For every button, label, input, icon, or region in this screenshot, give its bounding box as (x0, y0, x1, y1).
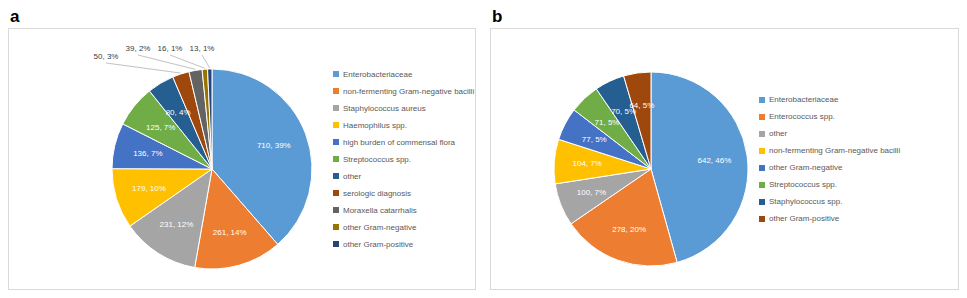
html-text:other Gram-negative: other Gram-negative (343, 222, 417, 232)
svg-text:64, 5%: 64, 5% (629, 101, 654, 110)
html-text:Enterococcus spp.: Enterococcus spp. (769, 112, 835, 121)
svg-text:104, 7%: 104, 7% (572, 159, 601, 168)
svg-text:39, 2%: 39, 2% (126, 44, 151, 53)
html-text:serologic diagnosis: serologic diagnosis (343, 188, 411, 198)
html-text:other: other (343, 171, 362, 181)
svg-text:70, 5%: 70, 5% (611, 106, 636, 116)
html-text:Enterobacteriaceae: Enterobacteriaceae (343, 69, 413, 79)
html-text:other Gram-positive: other Gram-positive (769, 214, 840, 223)
svg-text:261, 14%: 261, 14% (213, 228, 247, 237)
html-text:b: b (492, 7, 503, 26)
html-text:a: a (10, 7, 20, 26)
html-text:non-fermenting Gram-negative b: non-fermenting Gram-negative bacilli (343, 86, 475, 96)
html-text:other: other (769, 129, 788, 138)
html-text:Streptococcus spp.: Streptococcus spp. (769, 180, 837, 189)
html-text:Moraxella catarrhalis: Moraxella catarrhalis (343, 205, 417, 215)
html-text:high burden of commensal flora: high burden of commensal flora (343, 137, 456, 147)
svg-text:710, 39%: 710, 39% (257, 141, 291, 150)
svg-text:13, 1%: 13, 1% (190, 44, 215, 53)
svg-text:179, 10%: 179, 10% (132, 184, 166, 193)
svg-text:80, 4%: 80, 4% (166, 108, 191, 117)
html-text:Streptococcus spp.: Streptococcus spp. (343, 154, 411, 164)
svg-text:125, 7%: 125, 7% (146, 123, 175, 132)
svg-text:50, 3%: 50, 3% (94, 52, 119, 61)
svg-text:642, 46%: 642, 46% (698, 156, 732, 165)
html-text:Staphylococcus aureus: Staphylococcus aureus (343, 103, 426, 113)
svg-text:231, 12%: 231, 12% (160, 220, 194, 229)
html-text:Haemophilus spp.: Haemophilus spp. (343, 120, 407, 130)
svg-text:71, 5%: 71, 5% (595, 118, 620, 127)
svg-text:278, 20%: 278, 20% (612, 225, 646, 234)
html-text:non-fermenting Gram-negative b: non-fermenting Gram-negative bacilli (769, 146, 901, 155)
html-text:Enterobacteriaceae: Enterobacteriaceae (769, 95, 839, 104)
svg-text:136, 7%: 136, 7% (133, 149, 162, 158)
svg-text:16, 1%: 16, 1% (158, 44, 183, 53)
html-text:Staphylococcus spp.: Staphylococcus spp. (769, 197, 843, 206)
html-text:other Gram-negative: other Gram-negative (769, 163, 843, 172)
html-text:other Gram-positive: other Gram-positive (343, 239, 414, 249)
svg-text:77, 5%: 77, 5% (582, 135, 607, 144)
svg-text:100, 7%: 100, 7% (577, 188, 606, 197)
